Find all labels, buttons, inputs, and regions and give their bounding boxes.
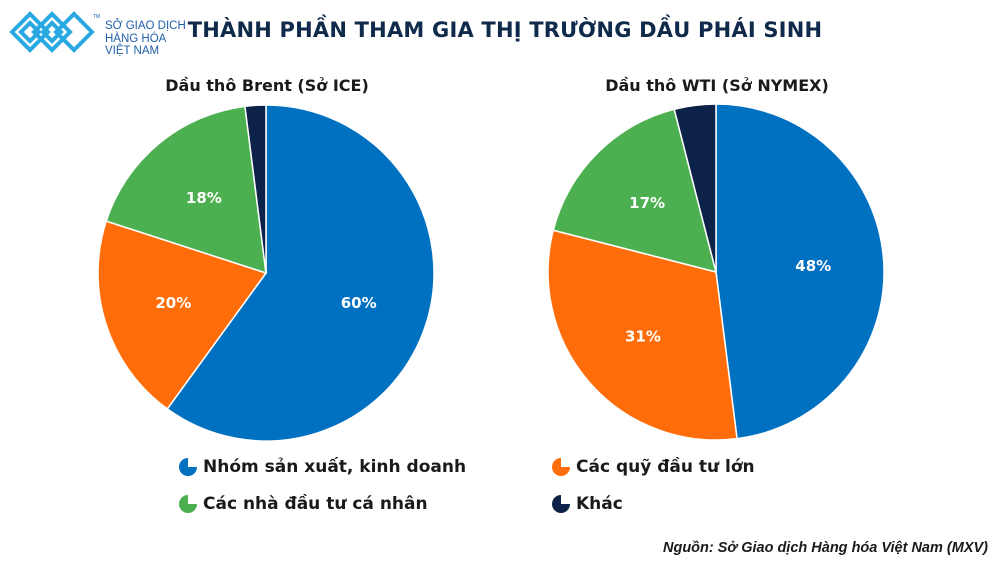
legend-label: Nhóm sản xuất, kinh doanh [203,457,467,477]
legend-pie-icon [179,458,197,476]
slice-label-individuals: 17% [629,194,665,212]
logo-mark-icon [9,11,95,53]
brent-pie-chart: 60% 20% 18% [97,104,435,442]
logo-line-1: SỞ GIAO DỊCH [105,20,186,32]
logo-text: SỞ GIAO DỊCH HÀNG HÓA VIỆT NAM [105,20,186,58]
trademark-label: TM [93,14,101,20]
legend-pie-icon [179,495,197,513]
legend-item-producers: Nhóm sản xuất, kinh doanh [177,456,466,478]
legend-label: Các quỹ đầu tư lớn [576,457,755,477]
slice-label-funds: 20% [155,294,191,312]
mxv-logo: TM SỞ GIAO DỊCH HÀNG HÓA VIỆT NAM [8,8,208,58]
brent-chart-title: Dầu thô Brent (Sở ICE) [165,76,369,95]
legend-pie-icon [552,458,570,476]
legend-label: Khác [576,494,623,514]
pie-slice-producers [166,104,435,442]
pie-slice-individuals [552,108,718,274]
slice-label-funds: 31% [625,327,661,345]
pie-slice-other [673,103,717,273]
pie-slice-funds [547,229,738,441]
page-title: THÀNH PHẦN THAM GIA THỊ TRƯỜNG DẦU PHÁI … [187,18,823,42]
legend-item-funds: Các quỹ đầu tư lớn [550,456,755,478]
pie-slice-other [244,104,267,274]
legend-item-other: Khác [550,493,623,515]
pie-slice-producers [715,103,885,440]
slice-label-producers: 48% [795,257,831,275]
legend-label: Các nhà đầu tư cá nhân [203,494,428,514]
wti-pie-chart: 48% 31% 17% [547,103,885,441]
pie-slice-funds [97,220,268,410]
wti-chart-title: Dầu thô WTI (Sở NYMEX) [605,76,829,95]
legend-pie-icon [552,495,570,513]
logo-line-3: VIỆT NAM [105,45,160,57]
slice-label-individuals: 18% [186,189,222,207]
legend-item-individuals: Các nhà đầu tư cá nhân [177,493,428,515]
pie-slice-individuals [105,105,267,275]
logo-line-2: HÀNG HÓA [105,32,167,45]
source-note: Nguồn: Sở Giao dịch Hàng hóa Việt Nam (M… [663,540,988,556]
slice-label-producers: 60% [341,294,377,312]
